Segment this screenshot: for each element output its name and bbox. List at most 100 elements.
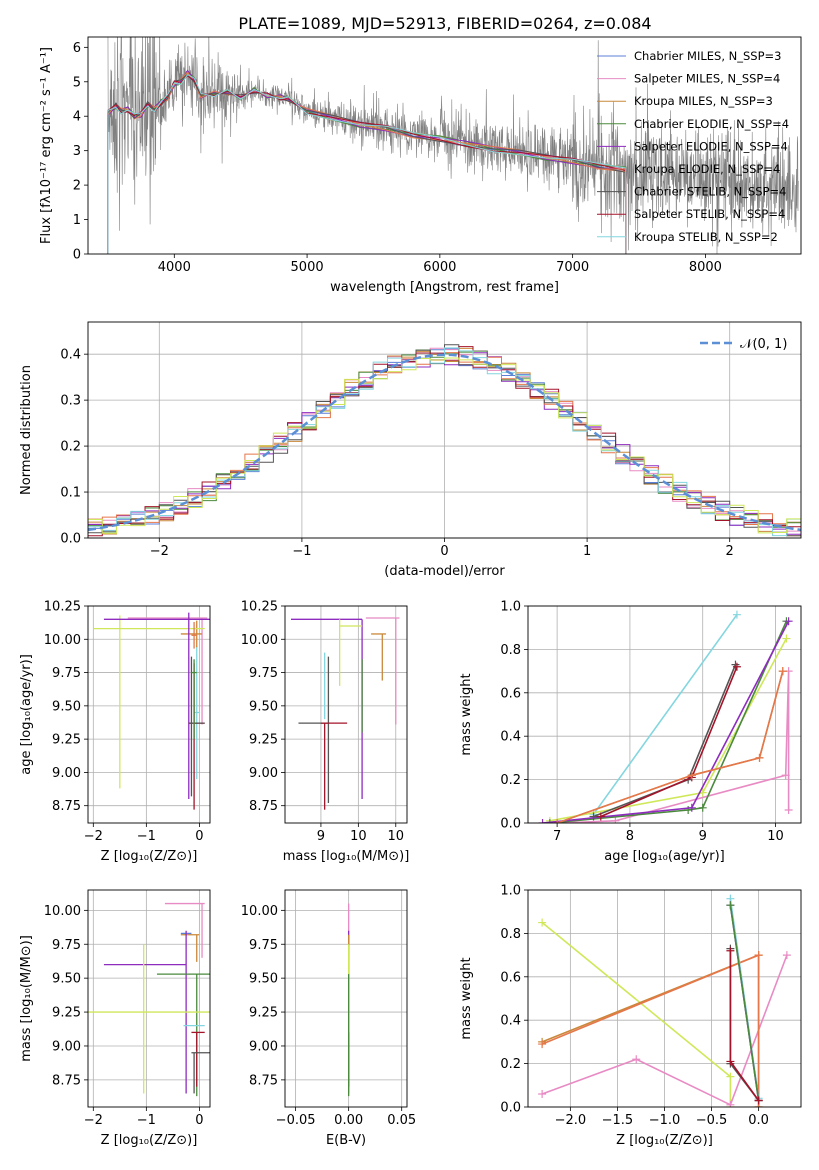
y-tick-label: 10.25: [241, 600, 278, 615]
axes-frame: [527, 889, 802, 1108]
y-tick-label: 0.0: [500, 1101, 521, 1116]
y-axis-label: Flux [fλ10⁻¹⁷ erg cm⁻² s⁻¹ A⁻¹]: [39, 47, 54, 244]
y-tick-label: 8.75: [52, 799, 81, 814]
x-axis-label: mass [log₁₀(M/M⊙)]: [283, 849, 410, 864]
data-point-marker: [538, 1089, 547, 1098]
series-line-salpeter-stelib: [729, 950, 760, 1101]
series-line-kroupa-stelib: [592, 614, 738, 815]
y-tick-label: 10.00: [241, 904, 278, 919]
massweight_vs_age-axes: 7 8 9 10 0.0 0.2 0.4 0.6 0.8 1.0 age [log₁₀(age/yr…: [459, 600, 802, 864]
y-axis-label: mass weight: [459, 957, 474, 1039]
x-tick-label: 10: [767, 829, 784, 844]
y-tick-label: 2: [73, 179, 81, 194]
data-point-marker: [754, 951, 763, 960]
y-tick-label: 1: [73, 213, 81, 228]
data-point-marker: [726, 1100, 735, 1107]
x-tick-label: 0: [195, 829, 203, 844]
data-point-marker: [781, 771, 790, 780]
y-tick-label: 0.1: [60, 486, 81, 501]
axes-frame: [87, 36, 802, 255]
series-line-salpeter-elodie: [542, 620, 790, 823]
error-point: [191, 621, 197, 649]
y-tick-label: 3: [73, 144, 81, 159]
x-tick-label: 9: [317, 829, 325, 844]
x-axis-label: E(B-V): [326, 1133, 366, 1148]
axes-frame: [87, 321, 802, 539]
y-tick-label: 9.50: [249, 699, 278, 714]
y-tick-label: 0.0: [500, 817, 521, 832]
x-tick-label: 8000: [689, 260, 722, 275]
y-tick-label: 9.25: [249, 1006, 278, 1021]
error-point: [127, 617, 208, 725]
error-point: [191, 1052, 210, 1094]
model-line-kroupa-stelib: [107, 74, 627, 254]
y-tick-label: 0.2: [500, 1057, 521, 1072]
y-tick-label: 0.4: [500, 730, 521, 745]
series-line-kroupa-elodie: [541, 953, 760, 1107]
x-tick-label: 0.05: [387, 1113, 416, 1128]
y-tick-label: 9.00: [52, 1039, 81, 1054]
data-point-marker: [632, 1055, 641, 1064]
x-tick-label: −0.05: [276, 1113, 316, 1128]
legend-entry: Kroupa STELIB, N_SSP=2: [634, 230, 778, 244]
legend-entry: Salpeter STELIB, N_SSP=4: [634, 207, 785, 221]
series-line-kroupa-miles: [556, 670, 784, 823]
histogram-extra: [88, 357, 801, 534]
y-tick-label: 9.25: [249, 733, 278, 748]
y-tick-label: 4: [73, 110, 81, 125]
spectrum-plot-area: [107, 37, 799, 254]
gaussian-curve: [88, 353, 801, 532]
mass_vs_Z-axes: −2 −1 0 8.75 9.00 9.25 9.50 9.75 10.00 Z [log₁₀(Z…: [19, 889, 211, 1148]
x-tick-label: 0.00: [334, 1113, 363, 1128]
error-point: [88, 944, 210, 1094]
error-point: [191, 659, 197, 740]
data-point-marker: [732, 610, 741, 619]
error-point: [338, 619, 363, 686]
x-tick-label: −1.5: [602, 1113, 634, 1128]
x-tick-label: 0.0: [748, 1113, 769, 1128]
data-point-marker: [726, 946, 735, 955]
legend-entry: 𝒩(0, 1): [740, 337, 787, 352]
massweight_vs_age-plot-area: [538, 610, 793, 823]
y-tick-label: 5: [73, 75, 81, 90]
x-axis-label: Z [log₁₀(Z/Z⊙)]: [101, 849, 198, 864]
y-axis-label: age [log₁₀(age/yr)]: [19, 654, 34, 775]
x-axis-label: Z [log₁₀(Z/Z⊙)]: [101, 1133, 198, 1148]
x-tick-label: −2: [84, 1113, 103, 1128]
y-tick-label: 9.50: [249, 972, 278, 987]
axes-frame: [284, 605, 408, 824]
error-point: [93, 615, 205, 789]
data-point-marker: [755, 753, 764, 762]
x-tick-label: 10: [350, 829, 367, 844]
mass_vs_Z-plot-area: [88, 902, 210, 1097]
data-point-marker: [538, 819, 547, 823]
y-tick-label: 1.0: [500, 884, 521, 899]
error-point: [191, 1031, 205, 1087]
x-tick-label: 6000: [423, 260, 456, 275]
residuals-axes: −2 −1 0 1 2 0.0 0.1 0.2 0.3 0.4 (data-model)/error…: [19, 321, 802, 579]
legend-entry: Chabrier MILES, N_SSP=3: [634, 49, 781, 63]
y-tick-label: 9.75: [52, 666, 81, 681]
y-tick-label: 1.0: [500, 600, 521, 615]
data-point-marker: [596, 812, 605, 821]
data-point-marker: [553, 819, 562, 823]
data-point-marker: [538, 1040, 547, 1049]
x-axis-label: wavelength [Angstrom, rest frame]: [330, 280, 559, 295]
data-point-marker: [782, 634, 791, 643]
x-tick-label: −1: [292, 544, 311, 559]
data-point-marker: [687, 771, 696, 780]
legend: 𝒩(0, 1): [700, 337, 787, 352]
data-point-marker: [726, 1057, 735, 1066]
data-point-marker: [731, 660, 740, 669]
x-tick-label: 9: [699, 829, 707, 844]
x-tick-label: 4000: [158, 260, 191, 275]
data-point-marker: [589, 812, 598, 821]
error-point: [156, 973, 210, 1097]
y-tick-label: 0.4: [60, 348, 81, 363]
series-line-chabrier-elodie: [729, 905, 760, 1101]
x-tick-label: −2: [150, 544, 169, 559]
y-tick-label: 9.75: [249, 666, 278, 681]
y-tick-label: 8.75: [249, 799, 278, 814]
error-point: [164, 902, 205, 958]
figure-title: PLATE=1089, MJD=52913, FIBERID=0264, z=0…: [238, 14, 651, 33]
